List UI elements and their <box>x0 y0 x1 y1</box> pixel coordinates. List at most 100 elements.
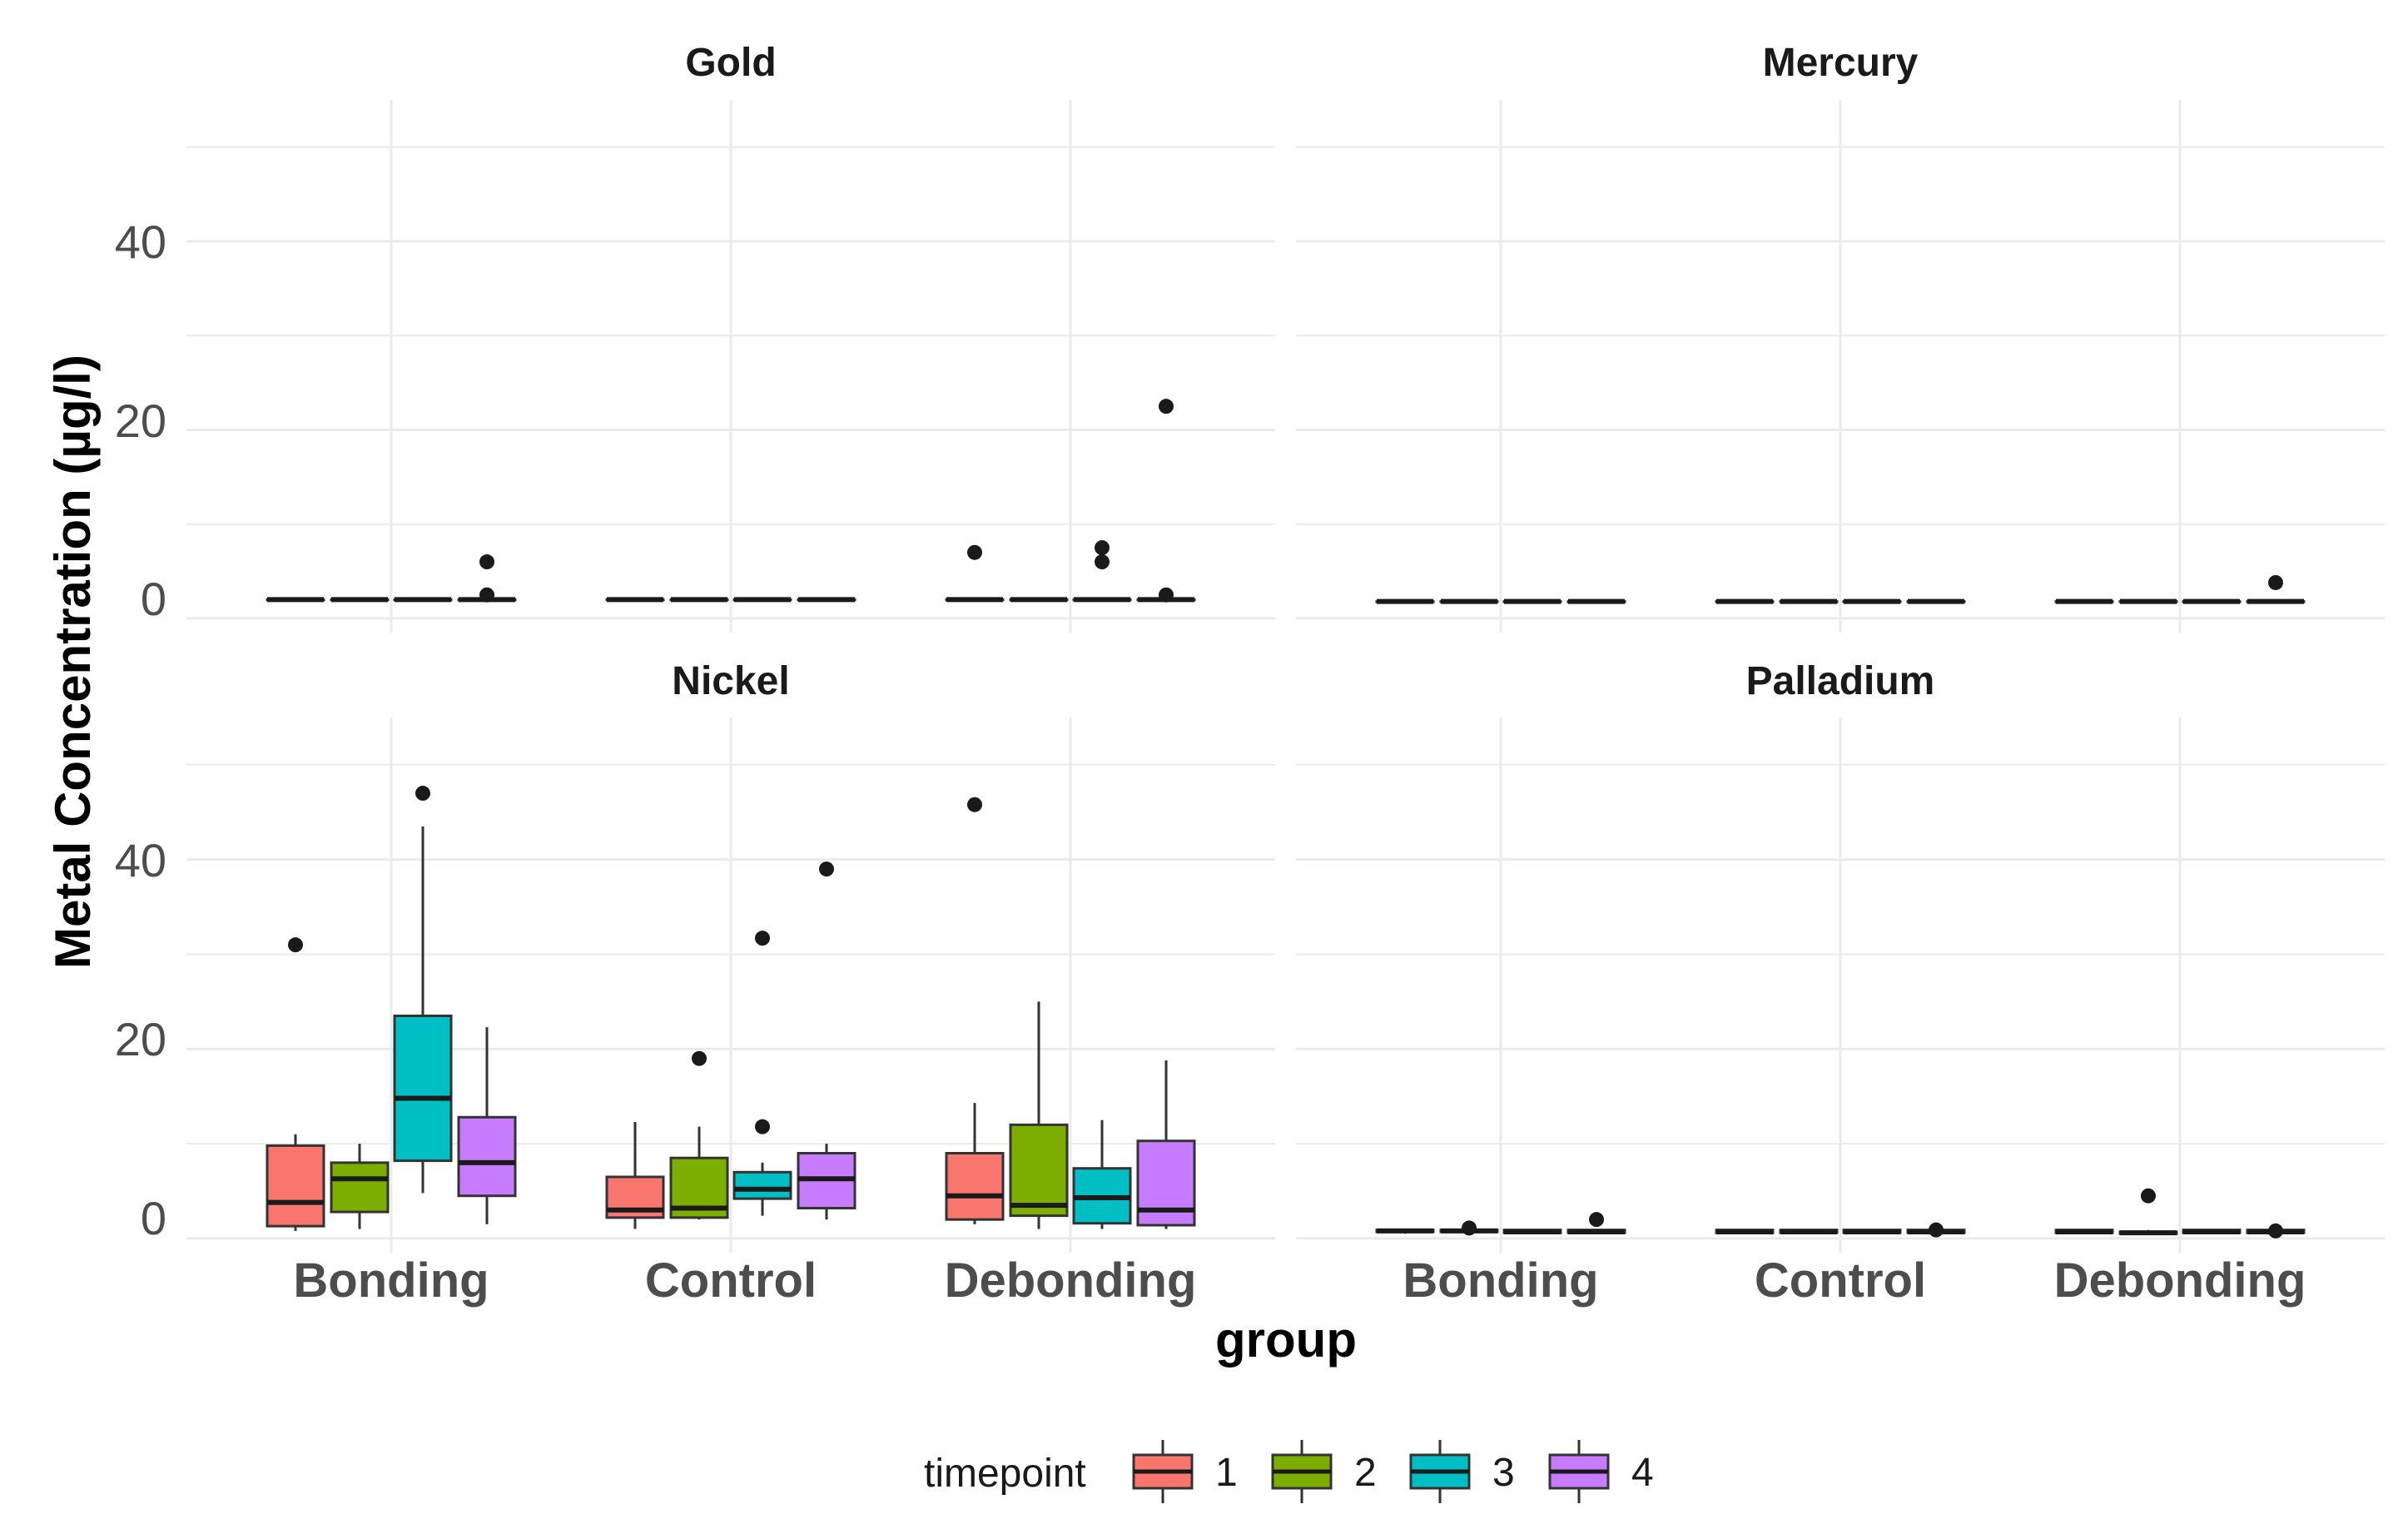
box-gold-control-t3 <box>732 597 792 603</box>
box-nickel-bonding-t3 <box>393 786 453 1194</box>
outlier-point <box>755 1119 770 1134</box>
box-iqr <box>266 1144 325 1228</box>
outlier-point <box>967 797 982 812</box>
gridlines <box>186 717 1275 1253</box>
outlier-point <box>755 931 770 946</box>
x-tick-label-debonding: Debonding <box>945 1253 1197 1308</box>
box-gold-debonding-t2 <box>1009 597 1069 603</box>
box-iqr <box>1009 1123 1069 1218</box>
box-gold-control-t1 <box>605 597 665 603</box>
box-gold-debonding-t1 <box>945 544 1005 603</box>
box-palladium-bonding-t2 <box>1439 1220 1499 1236</box>
box-palladium-debonding-t4 <box>2246 1223 2306 1239</box>
box-mercury-bonding-t1 <box>1375 598 1435 604</box>
facet-title-palladium: Palladium <box>1746 659 1935 703</box>
box-gold-bonding-t4 <box>457 554 517 603</box>
legend-label-1: 1 <box>1215 1451 1238 1495</box>
legend-key-2: 2 <box>1271 1440 1377 1503</box>
box-palladium-control-t4 <box>1906 1222 1966 1238</box>
box-mercury-bonding-t3 <box>1502 598 1562 604</box>
legend-label-2: 2 <box>1354 1451 1377 1495</box>
gridlines <box>186 100 1275 633</box>
y-axis-title: Metal Concentration (µg/l) <box>45 355 101 969</box>
x-tick-label-control: Control <box>645 1253 817 1308</box>
box-palladium-control-t2 <box>1779 1229 1839 1234</box>
outlier-point <box>2141 1188 2156 1204</box>
box-mercury-control-t3 <box>1842 598 1902 604</box>
y-tick-label: 0 <box>141 573 166 625</box>
x-tick-label-bonding: Bonding <box>1403 1253 1598 1308</box>
box-palladium-bonding-t4 <box>1566 1212 1626 1234</box>
box-nickel-bonding-t2 <box>330 1144 390 1229</box>
gridlines <box>1296 717 2385 1253</box>
legend-key-3: 3 <box>1409 1440 1515 1503</box>
box-nickel-debonding-t1 <box>945 797 1005 1224</box>
outlier-point <box>1095 540 1110 556</box>
box-palladium-debonding-t2 <box>2118 1188 2178 1236</box>
box-iqr <box>1136 1139 1196 1227</box>
outlier-point <box>819 861 834 877</box>
facet-title-nickel: Nickel <box>672 659 789 703</box>
outlier-point <box>967 544 982 560</box>
box-gold-bonding-t1 <box>266 597 325 603</box>
box-nickel-debonding-t3 <box>1072 1119 1132 1229</box>
x-tick-label-debonding: Debonding <box>2054 1253 2306 1308</box>
box-iqr <box>330 1161 390 1214</box>
panel-nickel <box>186 717 1275 1253</box>
legend-title: timepoint <box>924 1452 1086 1496</box>
box-gold-bonding-t2 <box>330 597 390 603</box>
legend: timepoint 1 2 3 4 <box>924 1440 1654 1503</box>
x-tick-label-control: Control <box>1755 1253 1926 1308</box>
box-mercury-bonding-t2 <box>1439 598 1499 604</box>
box-iqr <box>945 1152 1005 1221</box>
outlier-point <box>1929 1222 1944 1238</box>
outlier-point <box>1462 1220 1477 1236</box>
panel-mercury <box>1296 100 2385 633</box>
box-iqr <box>393 1014 453 1163</box>
box-nickel-bonding-t4 <box>457 1027 517 1224</box>
box-nickel-control-t4 <box>797 861 856 1220</box>
gridlines <box>1296 100 2385 633</box>
legend-label-3: 3 <box>1492 1451 1515 1495</box>
box-mercury-bonding-t4 <box>1566 598 1626 604</box>
box-nickel-control-t1 <box>605 1121 665 1229</box>
panel-gold <box>186 100 1275 633</box>
box-palladium-bonding-t3 <box>1502 1229 1562 1234</box>
outlier-point <box>415 786 430 802</box>
outlier-point <box>479 587 494 603</box>
box-gold-control-t4 <box>797 597 856 603</box>
facet-title-mercury: Mercury <box>1763 41 1919 85</box>
outlier-point <box>1589 1212 1604 1228</box>
box-gold-bonding-t3 <box>393 597 453 603</box>
outlier-point <box>1159 587 1174 603</box>
y-tick-label: 40 <box>115 216 166 268</box>
box-nickel-control-t3 <box>732 931 792 1216</box>
outlier-point <box>479 554 494 570</box>
box-palladium-debonding-t3 <box>2182 1229 2242 1234</box>
box-mercury-debonding-t4 <box>2246 574 2306 604</box>
y-tick-label: 20 <box>115 395 166 447</box>
box-nickel-control-t2 <box>669 1050 729 1220</box>
box-gold-debonding-t4 <box>1136 399 1196 603</box>
box-nickel-debonding-t2 <box>1009 1001 1069 1229</box>
box-mercury-debonding-t3 <box>2182 598 2242 604</box>
box-gold-control-t2 <box>669 597 729 603</box>
outlier-point <box>2268 574 2283 590</box>
outlier-point <box>692 1050 707 1066</box>
legend-label-4: 4 <box>1631 1451 1654 1495</box>
box-iqr <box>732 1170 792 1200</box>
box-iqr <box>457 1115 517 1198</box>
legend-key-4: 4 <box>1548 1440 1654 1503</box>
outlier-point <box>1159 399 1174 415</box>
box-mercury-control-t4 <box>1906 598 1966 604</box>
box-nickel-debonding-t4 <box>1136 1060 1196 1229</box>
y-tick-label: 40 <box>115 834 166 886</box>
outlier-point <box>1095 554 1110 570</box>
box-mercury-debonding-t2 <box>2118 598 2178 604</box>
y-tick-label: 0 <box>141 1192 166 1244</box>
box-mercury-control-t2 <box>1779 598 1839 604</box>
y-tick-label: 20 <box>115 1013 166 1065</box>
box-palladium-control-t1 <box>1715 1229 1775 1234</box>
facet-title-gold: Gold <box>685 41 776 85</box>
